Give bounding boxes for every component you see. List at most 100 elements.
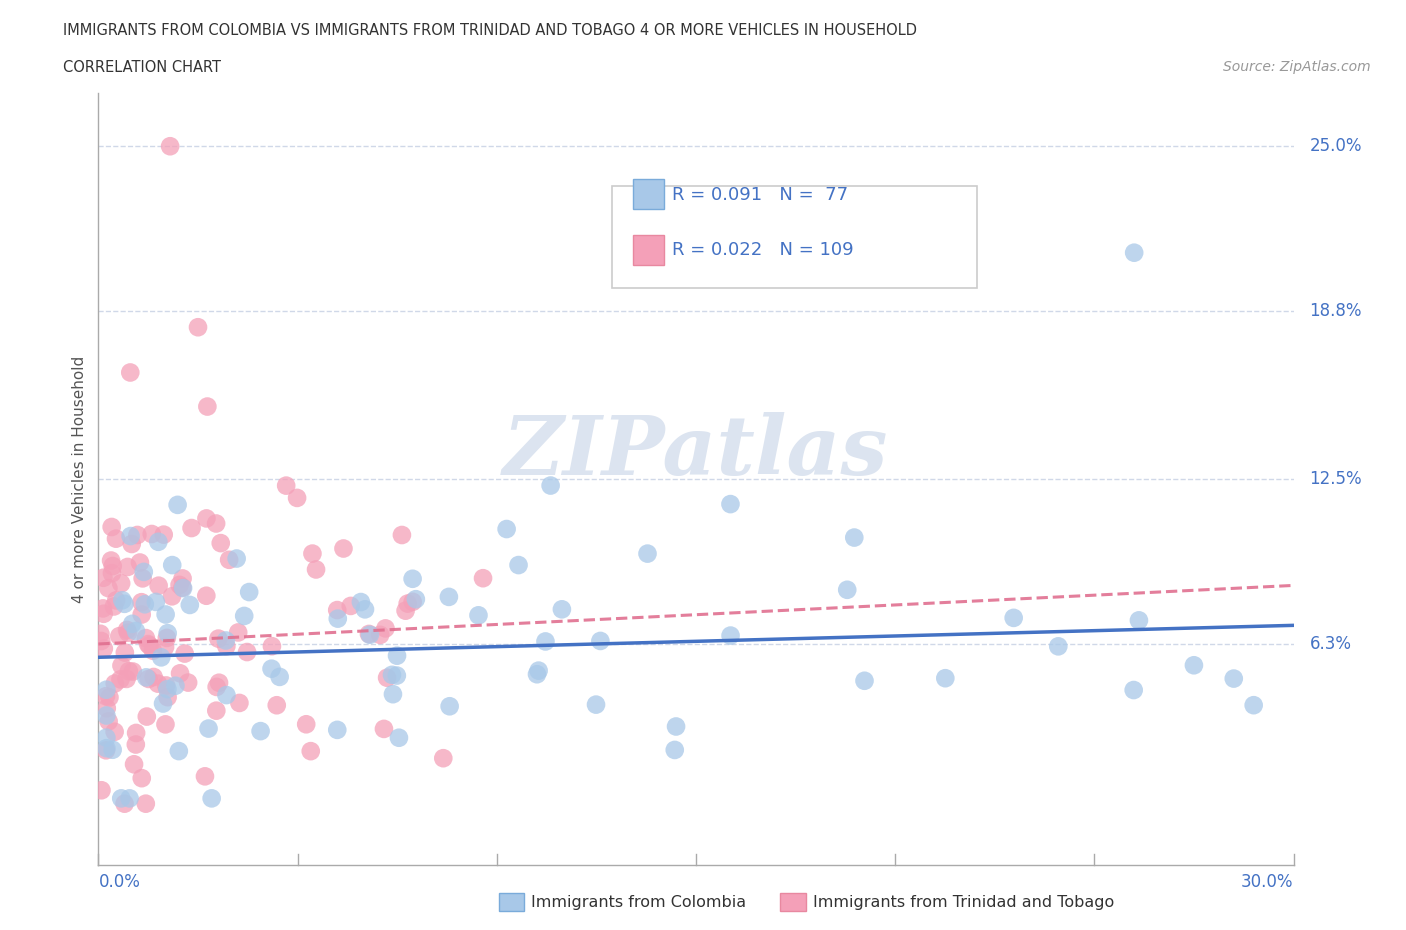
Point [89,626,111,641]
Point [215,639,238,654]
Point [285,490,308,505]
Point [135,631,157,645]
Point [381,686,404,701]
Point [207,631,229,646]
Point [260,661,283,676]
Point [269,670,291,684]
Point [156,690,179,705]
Text: Source: ZipAtlas.com: Source: ZipAtlas.com [1223,60,1371,74]
Point [156,631,179,645]
Point [93,641,115,656]
Point [103,599,125,614]
Point [114,796,136,811]
Text: R = 0.091   N =  77: R = 0.091 N = 77 [672,186,848,205]
Point [110,790,132,805]
Point [96,701,118,716]
Point [201,790,224,805]
Point [160,589,183,604]
Point [117,625,139,640]
Point [93,606,115,621]
Point [266,698,288,712]
Text: Immigrants from Trinidad and Tobago: Immigrants from Trinidad and Tobago [813,895,1114,910]
Point [97,714,120,729]
Point [375,671,398,685]
Point [179,597,201,612]
Point [125,624,148,639]
Point [127,527,149,542]
Point [276,478,298,493]
Point [96,730,118,745]
Point [142,670,165,684]
Point [508,558,530,573]
Point [195,511,218,525]
Point [105,593,128,608]
Point [121,664,143,679]
Point [138,638,160,653]
Point [236,644,259,659]
Point [129,555,152,570]
Point [388,730,411,745]
Text: 25.0%: 25.0% [1309,138,1362,155]
Point [142,644,165,658]
Point [125,725,148,740]
Point [205,703,228,718]
Point [326,611,349,626]
Point [155,607,177,622]
Point [359,628,381,643]
Point [96,708,118,723]
Point [326,603,349,618]
Point [135,710,157,724]
Point [98,690,121,705]
Point [299,744,322,759]
Point [295,717,318,732]
Point [166,498,188,512]
Point [135,670,157,684]
Point [152,696,174,711]
Point [402,594,425,609]
Point [96,740,118,755]
Point [167,744,190,759]
Point [1223,671,1246,686]
Point [209,536,232,551]
Point [94,689,117,704]
Point [381,668,404,683]
Point [118,664,141,679]
Point [110,658,132,673]
Point [357,627,380,642]
Point [326,723,349,737]
Point [215,687,238,702]
Point [540,478,562,493]
Point [135,796,157,811]
Point [160,558,183,573]
Point [439,698,461,713]
Point [131,607,153,622]
Point [156,682,179,697]
Point [589,633,612,648]
Point [527,663,550,678]
Point [155,678,177,693]
Point [134,597,156,612]
Point [225,551,247,566]
Point [104,724,127,739]
Point [194,769,217,784]
Point [218,552,240,567]
Point [720,497,742,512]
Point [94,743,117,758]
Point [121,537,143,551]
Point [118,790,141,805]
Point [350,594,373,609]
Point [1128,613,1150,628]
Point [110,576,132,591]
Point [104,676,127,691]
Point [141,526,163,541]
Point [148,578,170,593]
Point [205,516,228,531]
Point [105,531,128,546]
Text: CORRELATION CHART: CORRELATION CHART [63,60,221,75]
Point [1122,683,1144,698]
Point [169,666,191,681]
Point [131,595,153,610]
Point [368,628,391,643]
Point [665,719,688,734]
Point [145,594,167,609]
